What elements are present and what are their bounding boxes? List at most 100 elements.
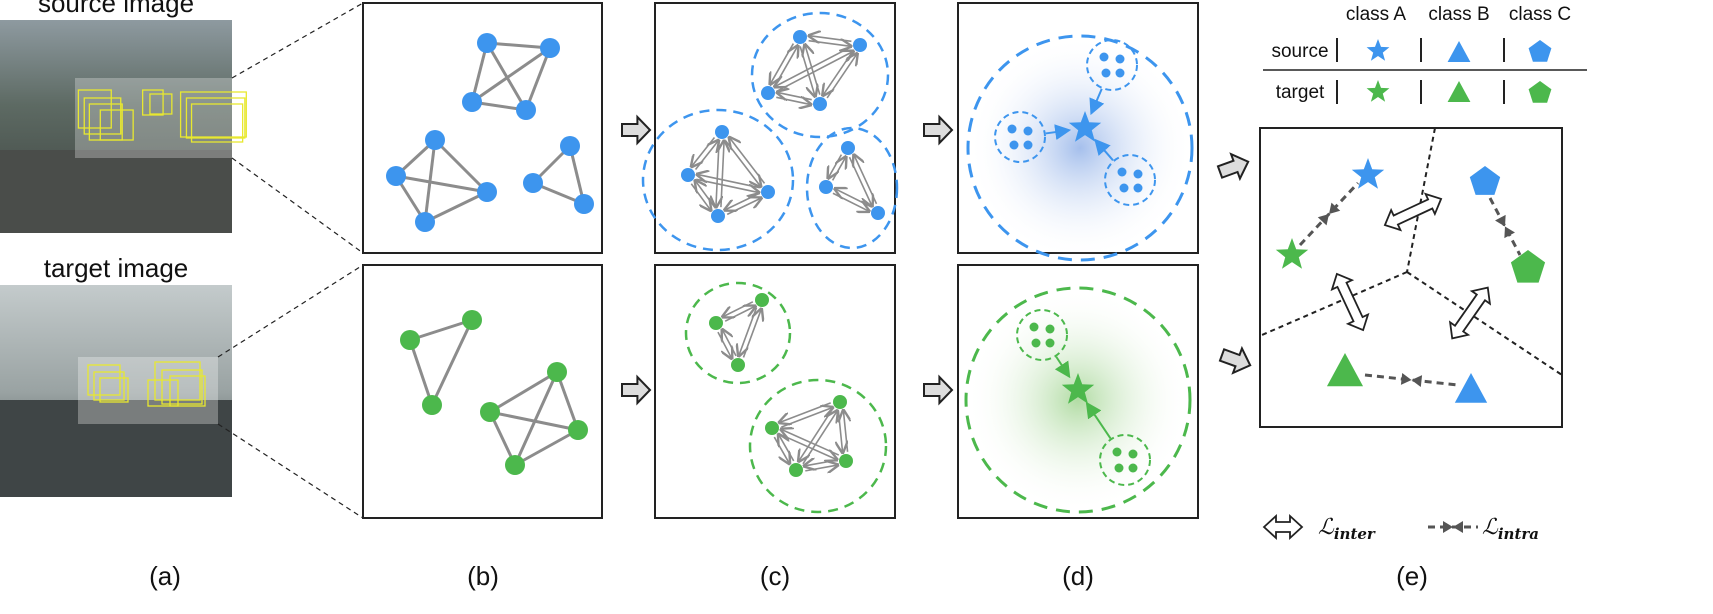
graph-edge <box>776 51 853 92</box>
intra-arrowhead-icon <box>1443 521 1453 533</box>
detection-box <box>161 369 203 405</box>
detection-box <box>149 93 173 115</box>
intra-arrowhead-icon <box>1495 214 1506 227</box>
inter-class-arrow-icon <box>1448 286 1492 340</box>
graph-node <box>1007 124 1017 134</box>
pentagon-icon <box>1528 40 1552 62</box>
graph-node <box>1045 324 1055 334</box>
graph-node <box>1128 449 1138 459</box>
graph-edge <box>395 174 488 194</box>
graph-edge <box>777 92 812 99</box>
triangle-icon <box>1447 41 1471 62</box>
graph-edge <box>408 339 434 406</box>
detection-box <box>99 377 129 403</box>
graph-node <box>681 168 695 182</box>
graph-edge <box>848 156 872 206</box>
flow-arrow-icon <box>923 374 954 406</box>
graph-node <box>755 293 769 307</box>
graph-node <box>833 395 847 409</box>
graph-node <box>1112 447 1122 457</box>
graph-edge <box>433 138 489 194</box>
intra-arrowhead-icon <box>1504 226 1515 239</box>
panel-label-c: (c) <box>760 561 790 591</box>
sub-cluster <box>1086 39 1138 91</box>
graph-edge <box>775 46 852 87</box>
graph-node <box>1009 140 1019 150</box>
graph-edge <box>723 301 754 317</box>
graph-edge <box>555 371 580 431</box>
inter-loss-label: ℒinter <box>1318 515 1376 543</box>
graph-edge <box>835 189 872 208</box>
flow-arrow-icon <box>621 114 652 146</box>
graph-edge <box>729 138 766 184</box>
legend-class-b: class B <box>1428 4 1489 25</box>
graph-node <box>841 141 855 155</box>
graph-node <box>516 100 536 120</box>
zoom-lines <box>217 2 364 519</box>
source-image <box>0 20 247 233</box>
triangle-icon <box>1326 353 1364 387</box>
graph-edge <box>514 428 579 467</box>
graph-node <box>793 30 807 44</box>
graph-node <box>1023 126 1033 136</box>
graph-edge <box>471 46 551 104</box>
graph-node <box>1031 338 1041 348</box>
graph-edge <box>695 181 716 208</box>
graph-node <box>1115 54 1125 64</box>
graph-node <box>1128 463 1138 473</box>
flow-arrow-icon <box>621 374 652 406</box>
panel-label-d: (d) <box>1062 561 1094 591</box>
aggregation-arrow <box>1054 356 1071 379</box>
graph-edge <box>805 45 821 95</box>
legend-row-source: source <box>1271 41 1328 62</box>
graph-node <box>1045 338 1055 348</box>
graph-edge <box>486 41 551 50</box>
flow-arrow-icon <box>1216 152 1250 182</box>
graph-edge <box>424 190 488 224</box>
graph-edge <box>692 137 716 167</box>
detection-box <box>147 379 179 407</box>
graph-edge <box>724 140 760 187</box>
detection-box <box>77 89 112 129</box>
detection-box <box>83 97 122 135</box>
graph-node <box>574 194 594 214</box>
graph-edge <box>780 402 831 423</box>
graph-edge <box>781 408 832 428</box>
graph-edge <box>838 411 842 452</box>
legend-class-c: class C <box>1509 4 1571 25</box>
pentagon-icon <box>1469 166 1501 195</box>
graph-node <box>480 402 500 422</box>
inter-loss-symbol: ℒ <box>1318 515 1335 540</box>
cluster-boundary <box>748 378 888 514</box>
graph-edge <box>513 371 559 466</box>
graph-edge <box>724 306 755 322</box>
star-icon <box>1366 80 1390 102</box>
intra-arrowhead-icon <box>1453 521 1463 533</box>
legend-class-a: class A <box>1346 4 1407 25</box>
star-icon <box>1061 373 1095 404</box>
graph-edge <box>409 318 473 342</box>
detection-box <box>169 375 206 407</box>
sub-cluster <box>1104 154 1156 206</box>
graph-node <box>819 180 833 194</box>
intra-class-line <box>1364 373 1459 387</box>
cluster-boundary <box>750 11 890 139</box>
inter-class-arrow-icon <box>1262 513 1304 541</box>
graph-edge <box>805 465 837 471</box>
graph-edge <box>716 140 719 207</box>
graph-edge <box>742 309 761 358</box>
graph-node <box>425 130 445 150</box>
graph-node <box>415 212 435 232</box>
aggregation-arrow <box>1094 138 1114 161</box>
graph-node <box>1133 183 1143 193</box>
cluster-boundary <box>684 281 792 385</box>
detection-box <box>190 103 244 143</box>
graph-node <box>853 38 867 52</box>
graph-edge <box>524 47 552 111</box>
source-class-prototype <box>966 34 1194 262</box>
graph-edge <box>489 410 579 432</box>
graph-node <box>400 330 420 350</box>
target-image-label: target image <box>44 253 189 283</box>
star-icon <box>1068 111 1102 142</box>
graph-node <box>1115 68 1125 78</box>
